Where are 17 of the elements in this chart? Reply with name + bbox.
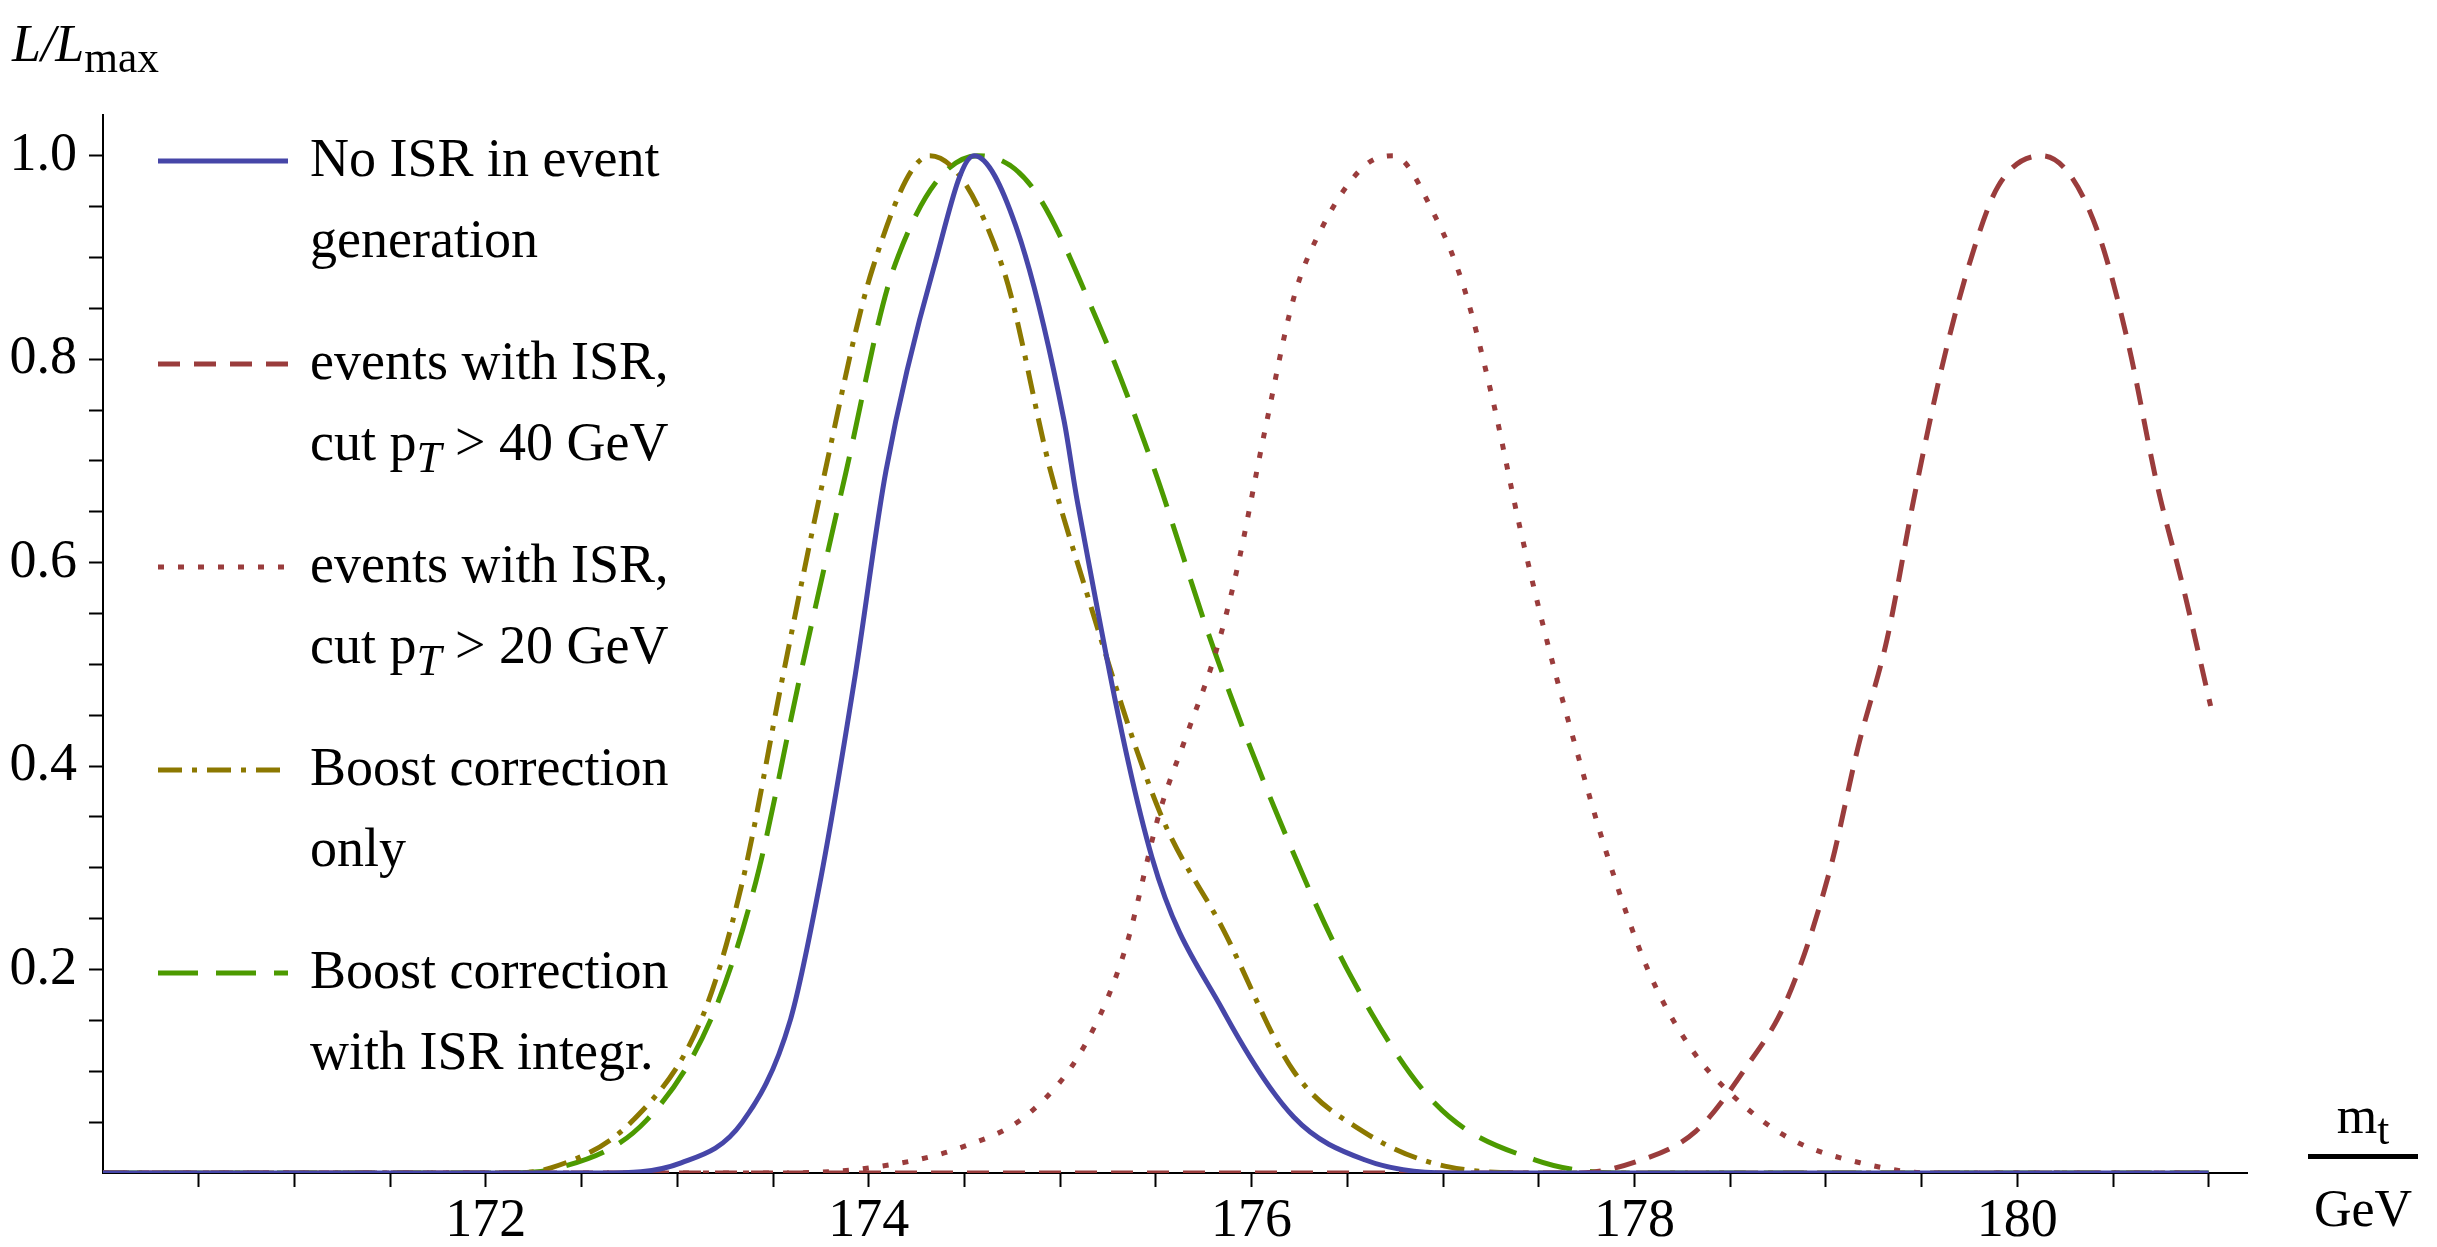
x-tick-label: 176: [1211, 1187, 1293, 1247]
y-tick-label: 0.6: [9, 528, 77, 589]
legend-label: events with ISR, cut p$_{T}$ > 20 GeV: [310, 533, 670, 687]
x-tick-label: 174: [828, 1187, 910, 1247]
x-tick-label: 172: [445, 1187, 527, 1247]
legend-label: Boost correction with ISR integr.: [310, 939, 670, 1083]
x-tick-label: 178: [1593, 1187, 1675, 1247]
y-tick-label: 0.2: [9, 935, 77, 996]
legend-label: events with ISR, cut p$_{T}$ > 40 GeV: [310, 330, 670, 484]
y-tick-label: 1.0: [9, 121, 77, 182]
legend-label: Boost correction only: [310, 736, 670, 880]
x-axis-title: m$_{t}$ GeV: [2312, 1086, 2414, 1240]
y-axis-title: L/L$_{max}$: [12, 14, 159, 83]
legend-label: No ISR in event generation: [310, 127, 661, 271]
y-tick-label: 0.4: [9, 732, 77, 793]
x-tick-label: 180: [1976, 1187, 2058, 1247]
y-tick-label: 0.8: [9, 325, 77, 386]
